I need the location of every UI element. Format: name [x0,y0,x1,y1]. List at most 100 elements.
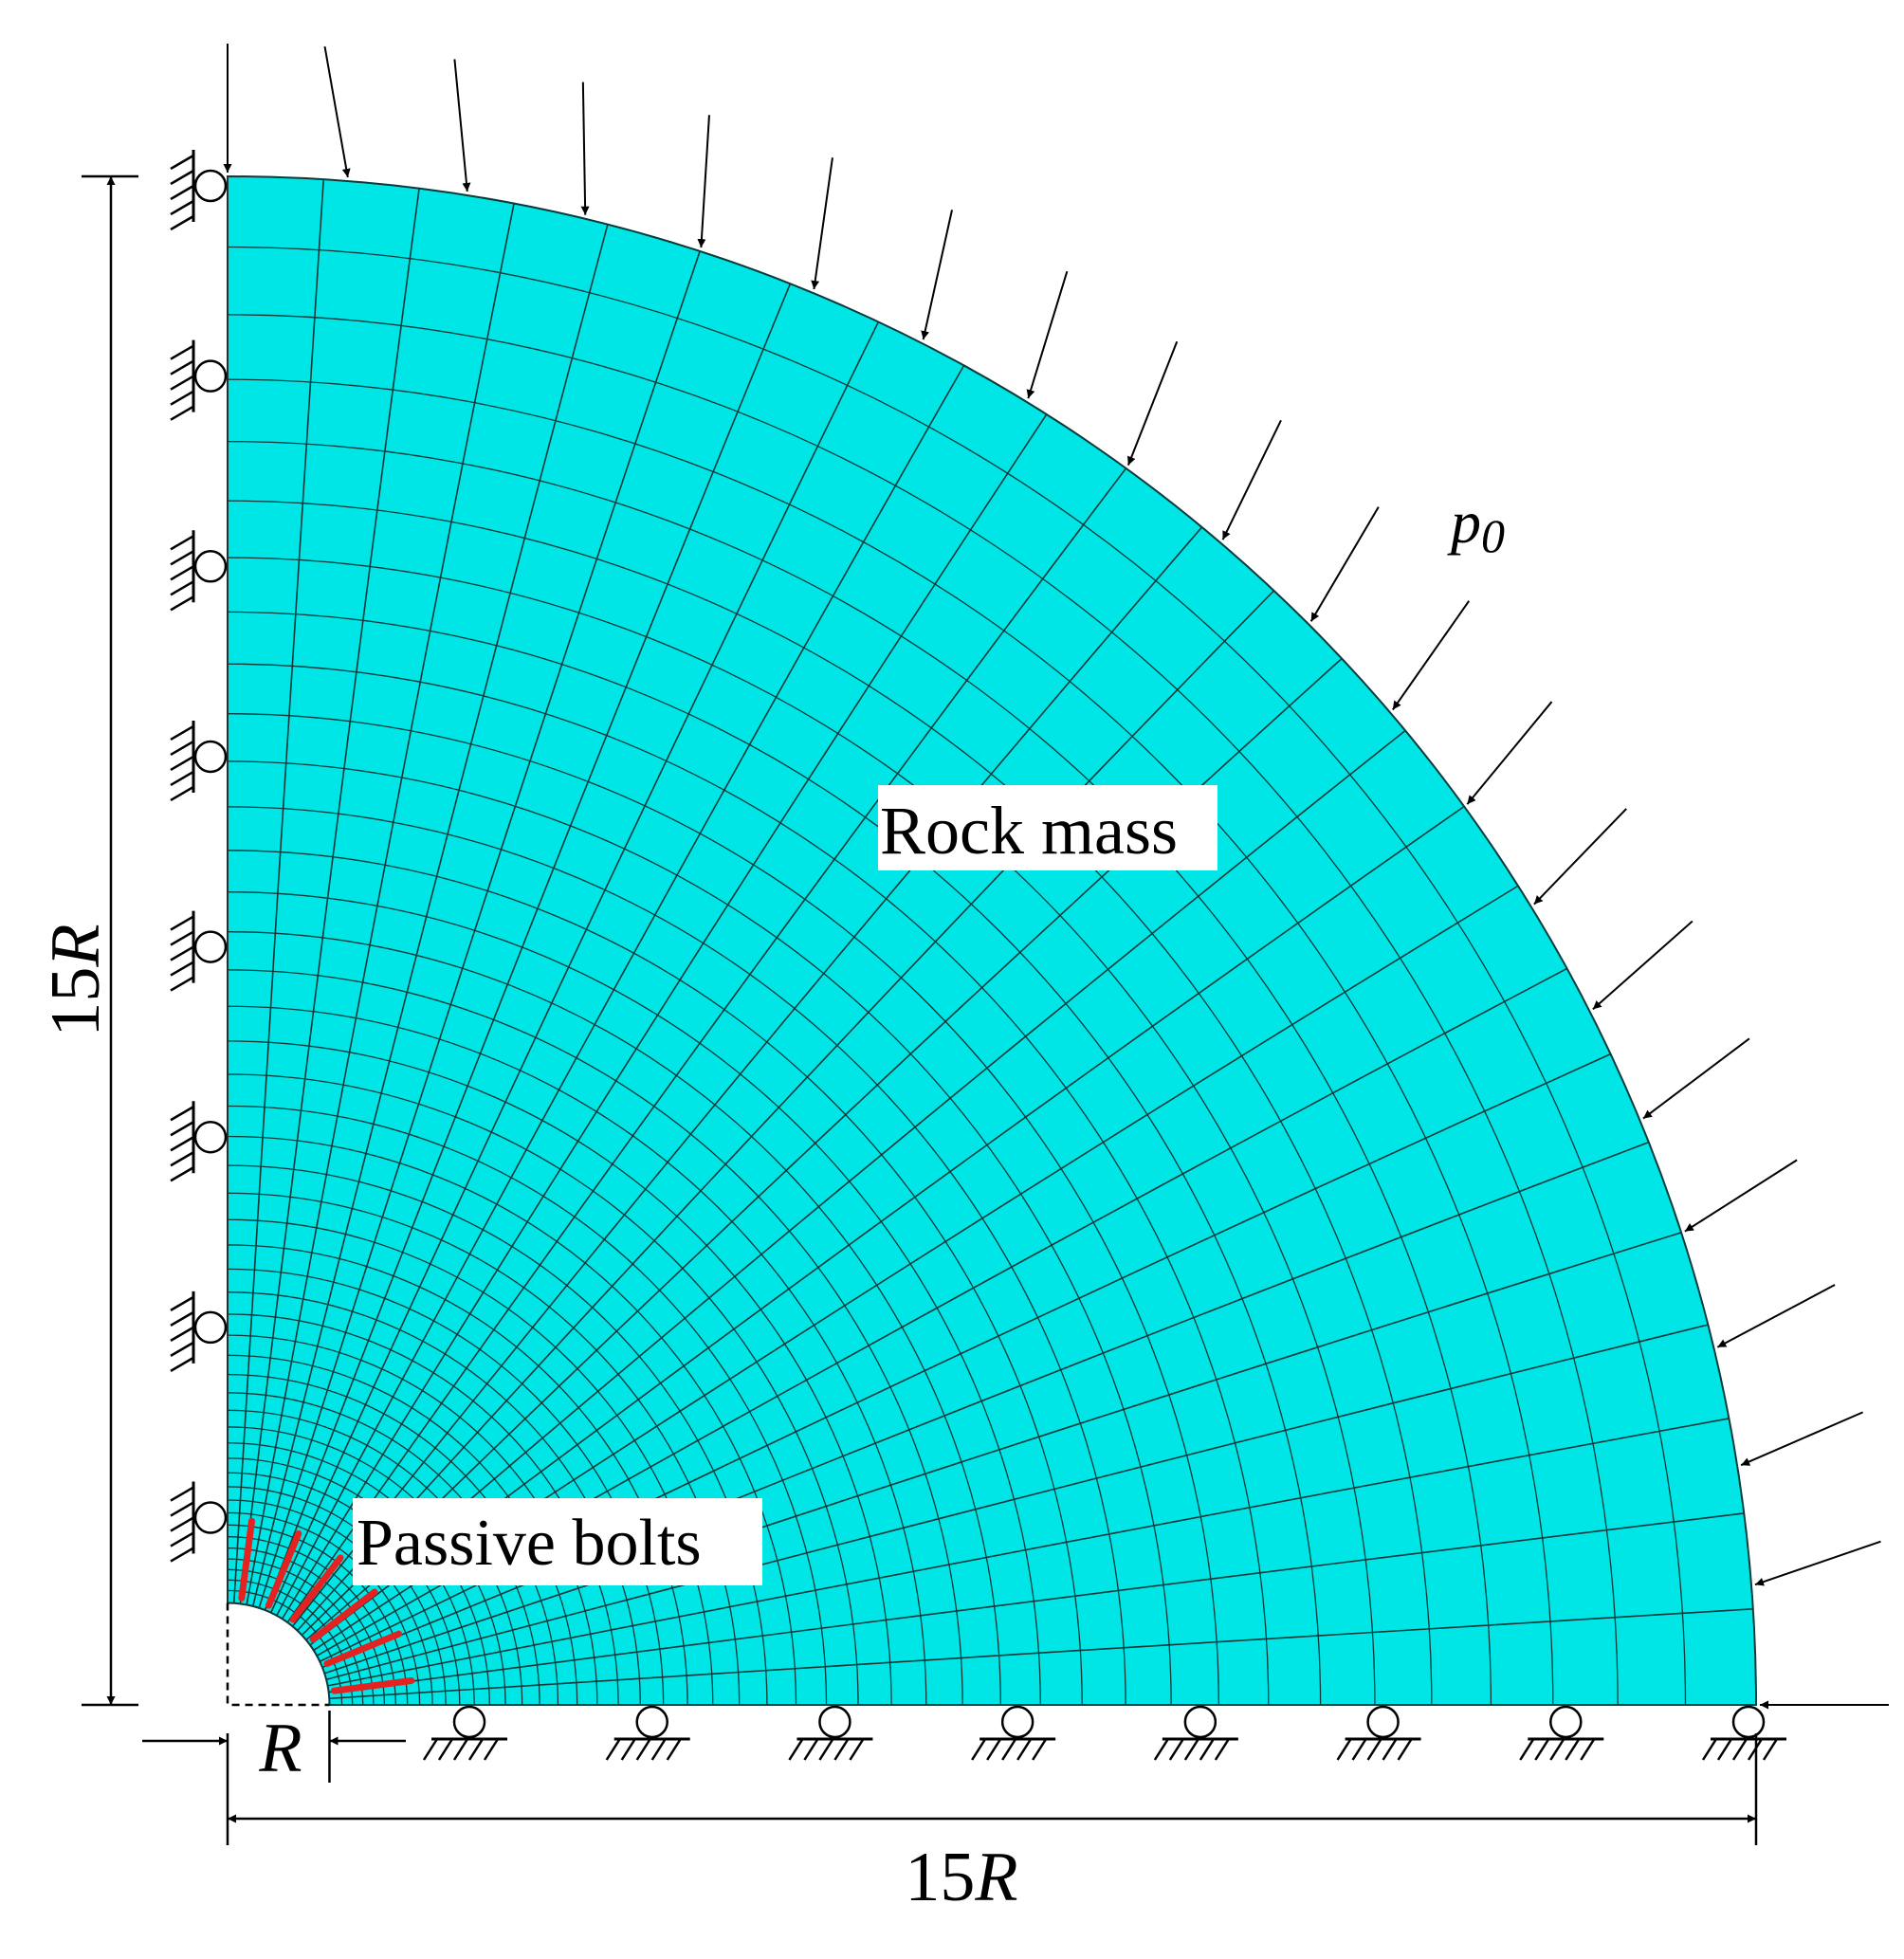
roller-support-bottom [788,1705,873,1761]
load-arrow [323,46,351,178]
mesh-arc [227,1313,619,1706]
roller-support-left [170,720,228,802]
rock-mass-label: Rock mass [880,793,1178,869]
roller-support-bottom [422,1705,507,1761]
pressure-symbol: p [1447,488,1481,556]
mesh-arc [227,1005,927,1706]
mesh-arc [227,1409,523,1706]
mesh-arc [227,1040,892,1706]
load-arrow [1221,419,1282,540]
passive-bolts-label-bg [353,1498,762,1585]
mesh-ray [323,1232,1682,1675]
mesh-ray [328,1512,1745,1694]
mesh-arc [227,1354,578,1706]
roller-support-left [170,339,228,421]
load-arrow [580,82,590,215]
mesh-ray [286,467,1127,1623]
mesh-arc [227,1568,364,1706]
roller-support-bottom [605,1705,690,1761]
mesh-arc [227,378,1554,1706]
passive-bolts-group [238,1517,415,1694]
mesh-arc [227,969,963,1706]
roller-support-bottom [1336,1705,1421,1761]
roller-support-bottom [1153,1705,1238,1761]
mesh-arc [227,1218,714,1706]
mesh-ray [251,224,609,1607]
roller-support-bottom [1519,1705,1604,1761]
bottom-roller-supports [422,1705,1786,1761]
load-arrow [1642,1037,1750,1120]
mesh-arc [227,760,1172,1706]
mesh-arc [227,1334,598,1706]
pressure-subscript: 0 [1481,509,1505,562]
load-arrow [1754,1540,1881,1586]
mesh-arc [227,891,1041,1706]
horizontal-dim-coef: 15 [905,1839,975,1916]
mesh-ray [264,283,792,1611]
load-arrow [921,210,953,340]
mesh-arc [227,557,1376,1706]
load-arrow [811,157,833,290]
horizontal-dim-unit: R [974,1839,1017,1916]
mesh-arc [227,1547,386,1706]
mesh-arc [227,1105,828,1706]
mesh-ray [327,1418,1730,1687]
bolt [323,1630,403,1668]
vertical-dim-coef: 15 [37,967,115,1037]
mesh-arc [227,1536,396,1706]
bolt [330,1676,415,1694]
mesh-arc [227,1589,343,1706]
mesh-arc [227,1392,540,1706]
left-roller-supports [170,150,228,1563]
mesh-arc [227,931,1001,1706]
mesh-ray [276,364,965,1617]
mesh-ray [296,590,1275,1632]
mesh-ray [321,1141,1650,1669]
bolt [309,1588,378,1643]
mesh-ray [258,250,701,1609]
mesh-arc [227,663,1270,1706]
mesh-arc [227,246,1687,1706]
load-arrow [1684,1159,1798,1233]
load-arrow [1309,506,1380,622]
mesh-ray [232,179,325,1603]
vertical-dimension-label: 15R [37,924,115,1036]
rock-mass-region [227,174,1758,1706]
load-arrow [1391,600,1471,711]
mesh-arc [227,1073,859,1706]
mesh-ray [281,413,1048,1620]
mesh-ray [325,1324,1709,1681]
mesh-arc [227,1558,375,1706]
roller-support-left [170,1291,228,1372]
bolt [289,1554,344,1623]
passive-bolts-label: Passive bolts [357,1507,702,1580]
roller-support-bottom [1701,1705,1786,1761]
mesh-arc [227,1268,665,1706]
load-arrow [453,59,471,192]
pressure-label: p0 [1447,488,1505,562]
vertical-dim-unit: R [37,924,115,967]
load-arrow [1592,920,1693,1011]
roller-support-left [170,910,228,992]
load-arrow [1716,1284,1836,1348]
mesh-arc [227,850,1083,1706]
load-arrow [1026,270,1069,399]
mesh-ray [270,321,880,1614]
load-arrow [1533,808,1627,906]
dimension-lines [82,174,1758,1845]
mesh-arc [227,806,1126,1706]
rock-mass-label-bg [878,785,1217,870]
load-arrow [697,115,710,248]
bolt [238,1517,256,1602]
roller-support-left [170,1101,228,1182]
mesh-ray [239,188,420,1604]
mesh-arc [227,1291,641,1706]
mesh-arc [227,1135,797,1706]
mesh-arc [227,1579,354,1706]
roller-support-bottom [971,1705,1056,1761]
mesh-arc [227,1373,559,1706]
roller-support-left [170,150,228,231]
mesh-arc [227,611,1322,1706]
load-arrow [1466,701,1553,805]
